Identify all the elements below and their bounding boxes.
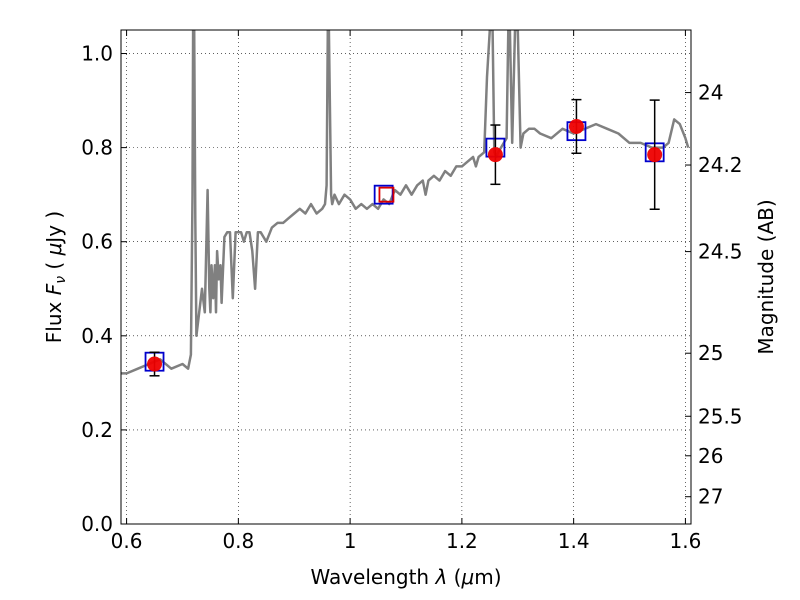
y-right-tick-label: 24 <box>698 81 723 105</box>
spectrum-line <box>121 30 690 375</box>
y-axis-label: Flux Fν ( μJy ) <box>42 211 69 343</box>
square-marker <box>378 186 395 203</box>
x-tick-label: 1.2 <box>446 529 478 553</box>
plot-frame <box>120 29 692 525</box>
x-tick-label: 1.4 <box>558 529 590 553</box>
x-tick-label: 0.8 <box>222 529 254 553</box>
x-tick-label: 1 <box>344 529 357 553</box>
y-tick-label: 0.8 <box>81 136 113 160</box>
x-axis-label: Wavelength λ (μm) <box>310 565 501 589</box>
y-right-tick-label: 27 <box>698 485 723 509</box>
y-right-axis-label: Magnitude (AB) <box>754 199 778 354</box>
y-right-tick-label: 25 <box>698 341 723 365</box>
y-tick-label: 0.6 <box>81 230 113 254</box>
y-tick-label: 0.4 <box>81 324 113 348</box>
y-right-tick-label: 25.5 <box>698 404 743 428</box>
circle-marker <box>568 118 584 134</box>
y-right-tick-label: 24.5 <box>698 240 743 264</box>
y-right-tick-label: 26 <box>698 444 723 468</box>
y-tick-label: 0.0 <box>81 512 113 536</box>
circle-marker <box>647 147 663 163</box>
y-tick-label: 1.0 <box>81 42 113 66</box>
ticks: 0.6 0.8 1 1.2 1.4 1.6 0.0 0.2 0.4 0.6 0.8 1.0 24 24.2… <box>81 30 743 553</box>
y-tick-label: 0.2 <box>81 418 113 442</box>
x-tick-label: 1.6 <box>670 529 702 553</box>
y-right-tick-label: 24.2 <box>698 153 743 177</box>
circle-marker <box>147 356 163 372</box>
x-tick-label: 0.6 <box>111 529 143 553</box>
template-spectrum <box>121 30 690 375</box>
circle-marker <box>487 147 503 163</box>
photometry-markers <box>144 98 665 377</box>
